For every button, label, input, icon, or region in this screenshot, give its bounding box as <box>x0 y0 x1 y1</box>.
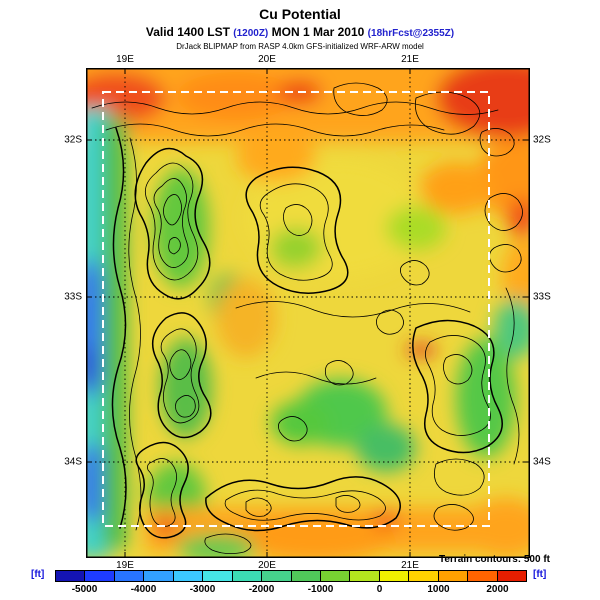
y-tick-label-right: 33S <box>533 291 551 303</box>
colorbar-segment <box>320 571 351 581</box>
valid-prefix: Valid 1400 LST <box>145 25 230 39</box>
colorbar-segment <box>114 571 145 581</box>
colorbar-segment <box>85 571 115 581</box>
colorbar-segment <box>468 571 498 581</box>
colorbar-tick-label: 0 <box>376 584 383 595</box>
x-tick-label-bottom: 20E <box>258 560 276 571</box>
y-tick-label-right: 34S <box>533 456 551 468</box>
x-tick-label-bottom: 19E <box>116 560 134 571</box>
colorbar-tick-label: -3000 <box>189 584 216 595</box>
colorbar-segment <box>379 571 410 581</box>
colorbar-unit-left: [ft] <box>31 569 45 580</box>
valid-date: MON 1 Mar 2010 <box>271 25 365 39</box>
x-tick-label-top: 19E <box>116 54 134 65</box>
colorbar-tick-label: -5000 <box>71 584 98 595</box>
colorbar-segment <box>144 571 174 581</box>
colorbar-segment <box>291 571 321 581</box>
colorbar-segment <box>497 571 526 581</box>
valid-zulu: (1200Z) <box>233 28 269 39</box>
model-line: DrJack BLIPMAP from RASP 4.0km GFS-initi… <box>176 42 424 51</box>
terrain-contour-lines <box>91 82 523 554</box>
graticule <box>86 68 530 558</box>
colorbar-segment <box>350 571 380 581</box>
colorbar-unit-right: [ft] <box>533 569 547 580</box>
valid-line: Valid 1400 LST (1200Z) MON 1 Mar 2010 (1… <box>0 25 600 39</box>
colorbar-segment <box>262 571 292 581</box>
colorbar-tick-label: 1000 <box>427 584 450 595</box>
colorbar-segment <box>56 571 86 581</box>
colorbar-tick-label: 2000 <box>486 584 509 595</box>
colorbar-segment <box>173 571 204 581</box>
x-tick-label-bottom: 21E <box>401 560 419 571</box>
colorbar-segment <box>438 571 469 581</box>
map-border <box>86 68 530 558</box>
map-plot <box>86 68 530 558</box>
colorbar-tick-label: -1000 <box>307 584 334 595</box>
page-title: Cu Potential <box>259 6 341 22</box>
colorbar-segment <box>232 571 263 581</box>
x-tick-label-top: 21E <box>401 54 419 65</box>
x-tick-label-top: 20E <box>258 54 276 65</box>
y-tick-label-right: 32S <box>533 134 551 146</box>
color-field <box>86 68 530 558</box>
colorbar-segment <box>409 571 439 581</box>
domain-boundary-box <box>102 91 490 527</box>
colorbar-segment <box>203 571 233 581</box>
terrain-contours-note: Terrain contours: 500 ft <box>439 554 550 565</box>
colorbar-tick-label: -4000 <box>130 584 157 595</box>
y-tick-label-left: 34S <box>64 456 82 468</box>
colorbar <box>55 570 527 582</box>
y-tick-label-left: 33S <box>64 291 82 303</box>
y-tick-label-left: 32S <box>64 134 82 146</box>
map-svg <box>86 68 530 558</box>
colorbar-tick-label: -2000 <box>248 584 275 595</box>
valid-fcst: (18hrFcst@2355Z) <box>367 28 455 39</box>
